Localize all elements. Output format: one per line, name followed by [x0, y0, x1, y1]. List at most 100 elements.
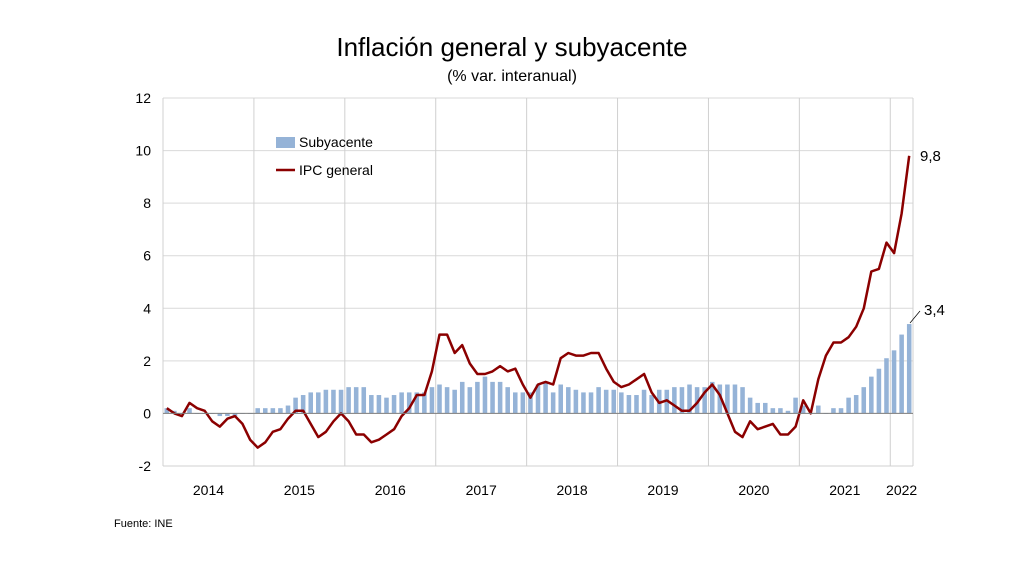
- y-tick-label: 6: [143, 248, 151, 264]
- bar-subyacente: [846, 397, 851, 414]
- bar-subyacente: [581, 392, 586, 414]
- bar-subyacente: [323, 389, 329, 414]
- bar-subyacente: [763, 402, 768, 414]
- bar-subyacente: [800, 405, 806, 414]
- x-tick-label: 2015: [284, 482, 315, 498]
- bar-subyacente: [285, 405, 291, 414]
- bar-subyacente: [679, 387, 685, 414]
- bar-subyacente: [861, 387, 867, 414]
- bar-subyacente: [452, 389, 457, 414]
- y-tick-label: 0: [143, 405, 151, 421]
- bar-subyacente: [164, 408, 170, 414]
- bar-subyacente: [876, 368, 882, 414]
- bar-subyacente: [414, 392, 420, 414]
- bar-subyacente: [603, 389, 609, 414]
- bar-subyacente: [467, 387, 473, 414]
- bar-subyacente: [732, 384, 738, 414]
- bar-subyacente: [217, 413, 223, 417]
- x-tick-label: 2020: [738, 482, 769, 498]
- bar-subyacente: [785, 410, 791, 414]
- bar-subyacente: [725, 384, 730, 414]
- legend-label-ipc: IPC general: [299, 162, 373, 178]
- bar-subyacente: [853, 395, 859, 414]
- bar-subyacente: [308, 392, 313, 414]
- bar-subyacente: [444, 387, 450, 414]
- bar-subyacente: [770, 408, 776, 414]
- bar-subyacente: [300, 395, 306, 414]
- bar-subyacente: [528, 392, 533, 414]
- bar-subyacente: [429, 387, 435, 414]
- bar-subyacente: [187, 408, 192, 414]
- bar-subyacente: [513, 392, 518, 414]
- bar-subyacente: [702, 387, 707, 414]
- bar-subyacente: [459, 381, 465, 414]
- chart-subtitle: (% var. interanual): [447, 68, 577, 85]
- x-tick-label: 2021: [829, 482, 860, 498]
- y-tick-label: 10: [135, 143, 151, 159]
- bar-subyacente: [232, 413, 238, 417]
- legend-label-subyacente: Subyacente: [299, 134, 373, 150]
- bar-subyacente: [505, 387, 510, 414]
- bar-subyacente: [755, 402, 760, 414]
- bar-subyacente: [482, 376, 488, 414]
- y-tick-label: 2: [143, 353, 151, 369]
- bar-subyacente: [399, 392, 404, 414]
- x-tick-label: 2014: [193, 482, 224, 498]
- bar-subyacente: [649, 395, 654, 414]
- bar-subyacente: [884, 358, 889, 414]
- bar-subyacente: [437, 384, 442, 414]
- bar-subyacente: [588, 392, 594, 414]
- bar-subyacente: [687, 384, 692, 414]
- bar-subyacente: [346, 387, 351, 414]
- x-tick-label: 2016: [375, 482, 406, 498]
- legend-swatch-subyacente: [276, 137, 295, 148]
- bar-subyacente: [316, 392, 321, 414]
- bar-subyacente: [611, 389, 617, 414]
- bar-subyacente: [361, 387, 367, 414]
- bar-subyacente: [558, 384, 563, 414]
- bar-subyacente: [391, 395, 397, 414]
- bar-subyacente: [263, 408, 268, 414]
- x-tick-label: 2019: [647, 482, 678, 498]
- bar-subyacente: [634, 395, 639, 414]
- bar-subyacente: [906, 324, 912, 414]
- bar-subyacente: [520, 392, 526, 414]
- annotation-leader-line: [909, 310, 921, 324]
- chart-title: Inflación general y subyacente: [336, 32, 688, 62]
- bar-subyacente: [778, 408, 783, 414]
- x-tick-label: 2018: [557, 482, 588, 498]
- bar-subyacente: [717, 384, 723, 414]
- bar-subyacente: [369, 395, 374, 414]
- bar-subyacente: [543, 381, 548, 414]
- bar-subyacente: [270, 408, 276, 414]
- bar-subyacente: [497, 381, 503, 414]
- bar-subyacente: [475, 381, 480, 414]
- bar-subyacente: [747, 397, 753, 414]
- bar-subyacente: [899, 334, 904, 414]
- bar-subyacente: [694, 387, 700, 414]
- bar-subyacente: [838, 408, 844, 414]
- annotation-core-last: 3,4: [924, 302, 945, 319]
- bar-subyacente: [619, 392, 624, 414]
- bar-subyacente: [225, 413, 230, 417]
- x-tick-label: 2017: [466, 482, 497, 498]
- bar-subyacente: [550, 392, 556, 414]
- bar-subyacente: [831, 408, 836, 414]
- bar-subyacente: [740, 387, 745, 414]
- y-tick-label: -2: [139, 458, 152, 474]
- bar-subyacente: [596, 387, 601, 414]
- bar-subyacente: [709, 381, 715, 414]
- annotation-ipc-last: 9,8: [920, 148, 941, 165]
- bar-subyacente: [891, 350, 897, 414]
- bar-subyacente: [566, 387, 571, 414]
- bar-subyacente: [255, 408, 260, 414]
- bar-subyacente: [573, 389, 579, 414]
- bar-subyacente: [490, 381, 495, 414]
- bar-subyacente: [672, 387, 677, 414]
- y-tick-label: 8: [143, 195, 151, 211]
- bar-subyacente: [331, 389, 336, 414]
- bar-subyacente: [816, 405, 821, 414]
- bar-subyacente: [338, 389, 344, 414]
- y-tick-label: 12: [135, 90, 151, 106]
